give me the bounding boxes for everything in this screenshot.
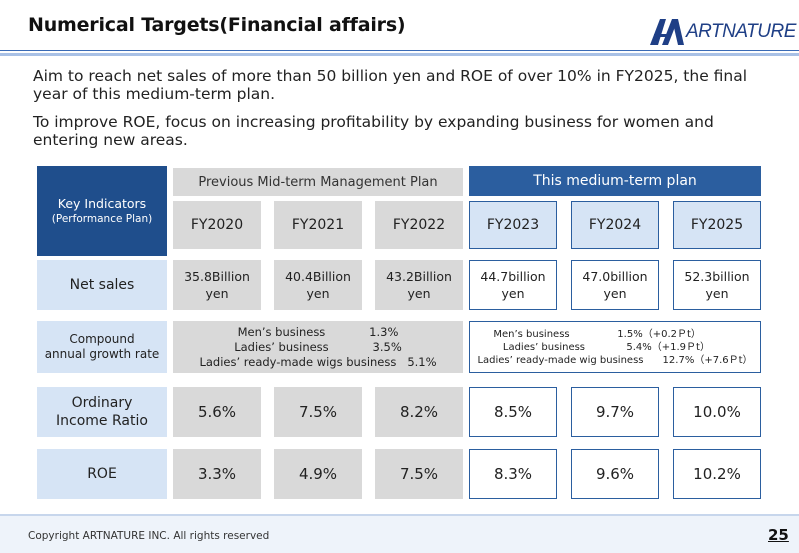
net-sales-fy2023-amount: 44.7billion — [480, 269, 546, 284]
current-plan-header: This medium-term plan — [469, 166, 761, 196]
roe-fy2022: 7.5% — [375, 449, 463, 499]
net-sales-fy2021: 40.4Billion yen — [274, 260, 362, 310]
page-number: 25 — [768, 526, 789, 544]
row-label-net-sales: Net sales — [37, 260, 167, 310]
copyright-text: Copyright ARTNATURE INC. All rights rese… — [28, 530, 270, 542]
ordinary-label-line1: Ordinary — [71, 395, 133, 411]
net-sales-fy2025-unit: yen — [705, 286, 729, 301]
row-label-ordinary-income: Ordinary Income Ratio — [37, 387, 167, 437]
year-header-fy2024: FY2024 — [571, 201, 659, 249]
net-sales-fy2020: 35.8Billion yen — [173, 260, 261, 310]
roe-fy2020: 3.3% — [173, 449, 261, 499]
ordinary-income-fy2022: 8.2% — [375, 387, 463, 437]
net-sales-fy2021-amount: 40.4Billion — [285, 269, 351, 284]
net-sales-fy2024-amount: 47.0billion — [582, 269, 648, 284]
growth-label-line1: Compound — [69, 332, 135, 346]
key-indicators-title: Key Indicators — [57, 196, 147, 211]
ordinary-income-fy2020: 5.6% — [173, 387, 261, 437]
current-growth-text: Men’s business 1.5%（+0.2Ｐt） Ladies’ busi… — [477, 328, 753, 366]
footer-divider — [0, 514, 799, 516]
previous-growth-text: Men’s business 1.3% Ladies’ business 3.5… — [199, 324, 437, 369]
roe-fy2021: 4.9% — [274, 449, 362, 499]
key-indicators-header: Key Indicators (Performance Plan) — [37, 166, 167, 256]
logo-wordmark: ARTNATURE — [686, 21, 796, 42]
previous-growth-cell: Men’s business 1.3% Ladies’ business 3.5… — [173, 321, 463, 373]
artnature-logo-icon — [650, 19, 684, 45]
year-header-fy2020: FY2020 — [173, 201, 261, 249]
net-sales-fy2022-unit: yen — [407, 286, 431, 301]
intro-paragraph-1: Aim to reach net sales of more than 50 b… — [33, 67, 748, 103]
net-sales-fy2022-amount: 43.2Billion — [386, 269, 452, 284]
net-sales-fy2025: 52.3billion yen — [673, 260, 761, 310]
ordinary-income-fy2021: 7.5% — [274, 387, 362, 437]
net-sales-fy2022: 43.2Billion yen — [375, 260, 463, 310]
net-sales-fy2020-amount: 35.8Billion — [184, 269, 250, 284]
year-header-fy2023: FY2023 — [469, 201, 557, 249]
company-logo: ARTNATURE — [650, 19, 796, 45]
net-sales-fy2024-unit: yen — [603, 286, 627, 301]
header-divider — [0, 50, 799, 51]
ordinary-label-line2: Income Ratio — [56, 413, 148, 429]
ordinary-income-fy2023: 8.5% — [469, 387, 557, 437]
year-header-fy2021: FY2021 — [274, 201, 362, 249]
roe-fy2025: 10.2% — [673, 449, 761, 499]
page-title: Numerical Targets(Financial affairs) — [28, 14, 406, 36]
net-sales-fy2025-amount: 52.3billion — [684, 269, 750, 284]
net-sales-fy2021-unit: yen — [306, 286, 330, 301]
roe-fy2024: 9.6% — [571, 449, 659, 499]
previous-plan-header: Previous Mid-term Management Plan — [173, 168, 463, 196]
net-sales-fy2023-unit: yen — [501, 286, 525, 301]
ordinary-income-fy2024: 9.7% — [571, 387, 659, 437]
net-sales-fy2023: 44.7billion yen — [469, 260, 557, 310]
year-header-fy2025: FY2025 — [673, 201, 761, 249]
key-indicators-subtitle: (Performance Plan) — [51, 213, 153, 225]
footer-bar — [0, 514, 799, 553]
net-sales-fy2020-unit: yen — [205, 286, 229, 301]
roe-fy2023: 8.3% — [469, 449, 557, 499]
intro-paragraph-2: To improve ROE, focus on increasing prof… — [33, 113, 714, 149]
net-sales-fy2024: 47.0billion yen — [571, 260, 659, 310]
ordinary-income-fy2025: 10.0% — [673, 387, 761, 437]
row-label-growth-rate: Compound annual growth rate — [37, 321, 167, 373]
year-header-fy2022: FY2022 — [375, 201, 463, 249]
current-growth-cell: Men’s business 1.5%（+0.2Ｐt） Ladies’ busi… — [469, 321, 761, 373]
row-label-roe: ROE — [37, 449, 167, 499]
header-divider-light — [0, 53, 799, 56]
growth-label-line2: annual growth rate — [44, 347, 160, 361]
